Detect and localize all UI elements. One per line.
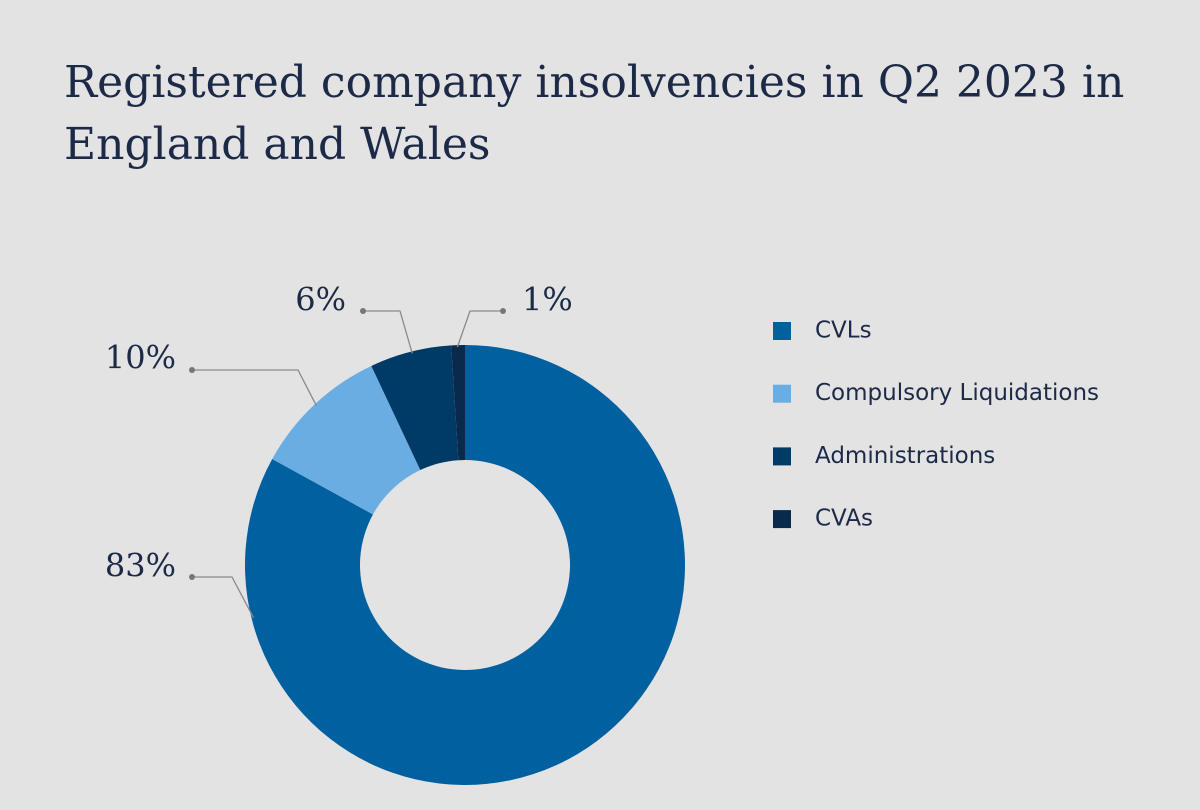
legend-swatch — [773, 384, 791, 403]
donut-slice — [451, 345, 465, 461]
chart-title: Registered company insolvencies in Q2 20… — [64, 57, 1125, 170]
leader-dot — [500, 308, 506, 314]
legend-swatch — [773, 447, 791, 466]
leader-line — [456, 310, 503, 348]
legend-label: CVAs — [815, 506, 873, 532]
leader-line — [192, 576, 255, 619]
donut-slice — [272, 365, 421, 515]
legend-label: Administrations — [815, 443, 995, 469]
data-label: 10% — [105, 339, 176, 377]
leader-line — [192, 369, 317, 406]
legend-label: Compulsory Liquidations — [815, 380, 1099, 406]
leader-dot — [189, 367, 195, 373]
legend-swatch — [773, 322, 791, 340]
legend-swatch — [773, 510, 791, 529]
leader-dot — [360, 308, 366, 314]
legend-label: CVLs — [815, 318, 872, 344]
data-label: 1% — [522, 281, 573, 319]
data-label: 6% — [295, 281, 346, 319]
data-label: 83% — [105, 547, 176, 585]
leader-line — [363, 310, 413, 354]
donut-slice — [371, 345, 459, 470]
donut-slice — [245, 345, 686, 785]
leader-dot — [189, 574, 195, 580]
